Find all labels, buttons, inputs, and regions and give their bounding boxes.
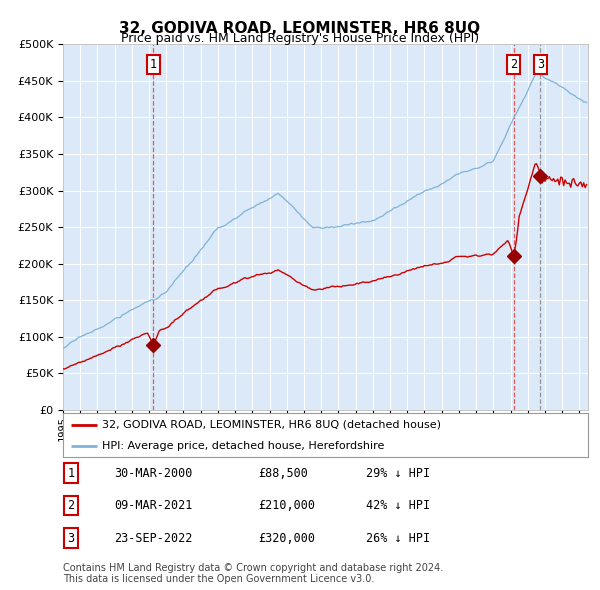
Text: 32, GODIVA ROAD, LEOMINSTER, HR6 8UQ: 32, GODIVA ROAD, LEOMINSTER, HR6 8UQ bbox=[119, 21, 481, 35]
Text: 29% ↓ HPI: 29% ↓ HPI bbox=[366, 467, 430, 480]
Text: 1: 1 bbox=[149, 58, 157, 71]
Text: 42% ↓ HPI: 42% ↓ HPI bbox=[366, 499, 430, 512]
Text: £88,500: £88,500 bbox=[258, 467, 308, 480]
Text: 3: 3 bbox=[67, 532, 74, 545]
Text: HPI: Average price, detached house, Herefordshire: HPI: Average price, detached house, Here… bbox=[103, 441, 385, 451]
Text: Price paid vs. HM Land Registry's House Price Index (HPI): Price paid vs. HM Land Registry's House … bbox=[121, 32, 479, 45]
Text: 09-MAR-2021: 09-MAR-2021 bbox=[114, 499, 193, 512]
Text: £320,000: £320,000 bbox=[258, 532, 315, 545]
Text: 3: 3 bbox=[537, 58, 544, 71]
Text: 2: 2 bbox=[510, 58, 517, 71]
Text: This data is licensed under the Open Government Licence v3.0.: This data is licensed under the Open Gov… bbox=[63, 575, 374, 584]
Text: Contains HM Land Registry data © Crown copyright and database right 2024.: Contains HM Land Registry data © Crown c… bbox=[63, 563, 443, 572]
Text: £210,000: £210,000 bbox=[258, 499, 315, 512]
Text: 26% ↓ HPI: 26% ↓ HPI bbox=[366, 532, 430, 545]
Text: 1: 1 bbox=[67, 467, 74, 480]
Text: 30-MAR-2000: 30-MAR-2000 bbox=[114, 467, 193, 480]
Text: 23-SEP-2022: 23-SEP-2022 bbox=[114, 532, 193, 545]
Text: 2: 2 bbox=[67, 499, 74, 512]
Text: 32, GODIVA ROAD, LEOMINSTER, HR6 8UQ (detached house): 32, GODIVA ROAD, LEOMINSTER, HR6 8UQ (de… bbox=[103, 420, 442, 430]
